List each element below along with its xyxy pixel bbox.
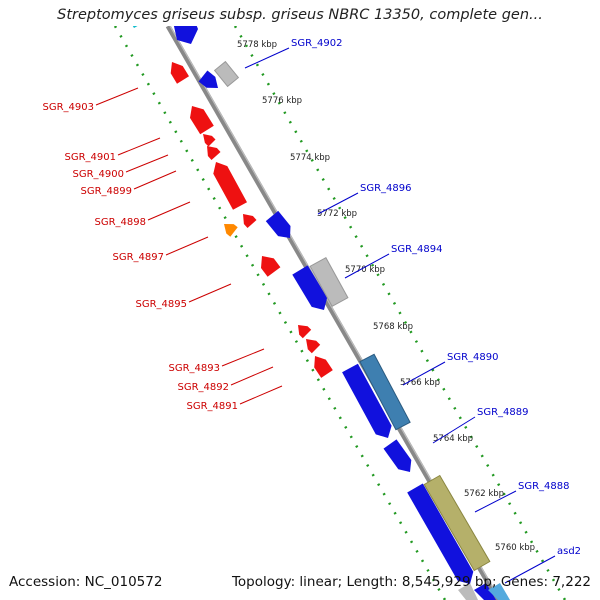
gene-sgr-4889[interactable] (383, 439, 412, 472)
minus-gene-label[interactable]: SGR_4895 (136, 299, 188, 310)
plus-gene-label[interactable]: SGR_4890 (447, 352, 499, 363)
plus-gene-leader-line (244, 47, 290, 69)
plus-gene-label[interactable]: SGR_4902 (291, 38, 343, 49)
gene-cyan-top[interactable] (116, 0, 150, 28)
minus-gene-label[interactable]: SGR_4897 (113, 252, 165, 263)
plus-gene-leader-line (344, 253, 390, 279)
gene-sgr-4890-steel[interactable] (359, 353, 411, 431)
gene-sgr-4901[interactable] (190, 106, 214, 135)
scale-tick-label: 5766 kbp (400, 378, 440, 388)
gene-sgr-4895[interactable] (261, 256, 281, 277)
gene-sgr-4894-pseudo[interactable] (309, 257, 349, 307)
plus-gene-label[interactable]: SGR_4896 (360, 183, 412, 194)
minus-gene-leader-line (188, 283, 232, 303)
scale-tick-label: 5778 kbp (237, 40, 277, 50)
gene-blue-bottom[interactable] (474, 583, 496, 600)
gene-sgr-4891[interactable] (314, 356, 333, 378)
minus-gene-label[interactable]: SGR_4901 (65, 152, 117, 163)
minus-gene-label[interactable]: SGR_4893 (169, 363, 221, 374)
scale-tick-label: 5770 kbp (345, 265, 385, 275)
scale-tick-label: 5762 kbp (464, 489, 504, 499)
gene-tan-top[interactable] (196, 1, 218, 19)
plus-gene-label[interactable]: asd2 (557, 546, 581, 557)
plus-gene-leader-line (432, 416, 476, 444)
minus-gene-label[interactable]: SGR_4900 (73, 169, 125, 180)
scale-tick-label: 5772 kbp (317, 209, 357, 219)
right-guide-line (233, 26, 567, 600)
scale-tick-label: 5764 kbp (433, 434, 473, 444)
gene-sgr-4893[interactable] (298, 325, 312, 339)
minus-gene-label[interactable]: SGR_4898 (95, 217, 147, 228)
gene-sgr-4897[interactable] (224, 224, 238, 237)
minus-gene-leader-line (239, 385, 283, 405)
plus-gene-leader-line (317, 192, 359, 215)
gene-blue-top[interactable] (170, 0, 198, 44)
gene-sgr-4888[interactable] (407, 483, 474, 585)
gene-sgr-4894[interactable] (292, 265, 328, 310)
gene-sgr-4896[interactable] (265, 210, 291, 238)
plus-gene-label[interactable]: SGR_4894 (391, 244, 443, 255)
map-title: Streptomyces griseus subsp. griseus NBRC… (57, 7, 543, 23)
minus-gene-leader-line (95, 87, 139, 106)
gene-gray-bottom[interactable] (458, 583, 478, 600)
accession-label: Accession: NC_010572 (9, 574, 163, 590)
gene-sgr-4898[interactable] (243, 214, 257, 228)
gene-lightblue-bottom[interactable] (488, 583, 510, 600)
minus-gene-label[interactable]: SGR_4892 (178, 382, 230, 393)
scale-tick-label: 5774 kbp (290, 153, 330, 163)
minus-gene-leader-line (230, 366, 274, 386)
plus-gene-leader-line (504, 555, 556, 584)
minus-gene-leader-line (133, 170, 177, 190)
minus-gene-leader-line (125, 154, 169, 173)
scale-tick-label: 5760 kbp (495, 543, 535, 553)
gene-sgr-4892[interactable] (306, 339, 321, 354)
plus-gene-leader-line (402, 361, 446, 386)
gene-sgr-4902[interactable] (198, 70, 218, 89)
plus-gene-leader-line (474, 490, 517, 513)
minus-gene-label[interactable]: SGR_4899 (81, 186, 133, 197)
gene-sgr-4901b[interactable] (203, 134, 216, 147)
gene-sgr-4890[interactable] (342, 363, 392, 438)
minus-gene-label[interactable]: SGR_4891 (187, 401, 239, 412)
gene-sgr-4900[interactable] (207, 146, 221, 160)
minus-gene-leader-line (117, 137, 161, 156)
minus-gene-label[interactable]: SGR_4903 (43, 102, 95, 113)
scale-tick-label: 5776 kbp (262, 96, 302, 106)
gene-sgr-4903[interactable] (170, 62, 189, 84)
minus-gene-leader-line (147, 201, 191, 221)
left-guide-line (113, 26, 447, 600)
plus-gene-label[interactable]: SGR_4888 (518, 481, 570, 492)
genome-summary: Topology: linear; Length: 8,545,929 bp; … (231, 574, 591, 590)
minus-gene-leader-line (221, 348, 265, 367)
minus-gene-leader-line (165, 236, 209, 256)
gene-sgr-4888-olive[interactable] (423, 474, 491, 572)
gene-sgr-4899[interactable] (213, 162, 247, 210)
gene-sgr-4902-pseudo[interactable] (213, 60, 240, 88)
plus-gene-label[interactable]: SGR_4889 (477, 407, 529, 418)
scale-tick-label: 5768 kbp (373, 322, 413, 332)
